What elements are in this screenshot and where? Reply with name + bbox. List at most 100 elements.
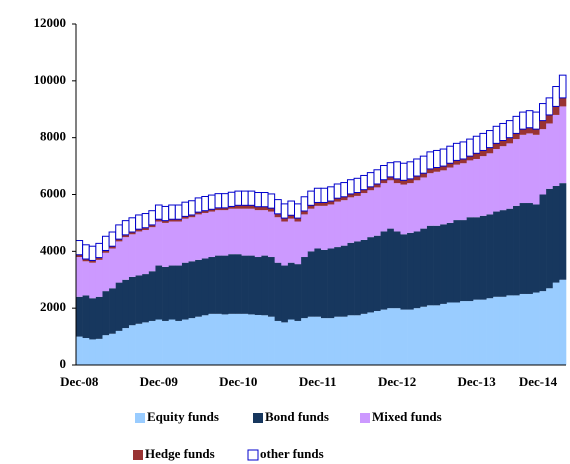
bar-segment [135,214,143,230]
bar-segment [181,201,190,217]
bar-segment [294,221,302,265]
bar-segment [526,203,534,294]
bar-segment [280,203,289,219]
legend-swatch [253,413,263,423]
bar-segment [506,143,514,209]
bar-segment [115,282,123,331]
bar-segment [102,335,110,365]
bar-segment [446,302,454,365]
x-tick-label: Dec-09 [140,374,179,389]
bar-segment [460,301,467,365]
bar-segment [419,155,428,174]
bar-segment [89,260,97,263]
bar-segment [327,248,335,319]
bar-segment [175,265,183,321]
bar-segment [499,146,507,211]
bar-segment [466,138,474,157]
bar-segment [307,316,315,365]
bar-segment [386,162,395,178]
bar-segment [387,180,395,229]
bar-segment [194,197,203,213]
bar-segment [420,306,428,365]
bar-segment [287,215,295,219]
bar-segment [248,255,256,315]
bar-segment [440,166,448,171]
bar-segment [367,237,375,313]
bar-segment [340,316,348,365]
bar-segment [486,214,494,299]
y-tick-label: 10000 [34,72,67,87]
bar-segment [334,198,342,202]
bar-segment [486,298,494,365]
legend-label: Bond funds [265,409,329,424]
bar-segment [499,296,507,365]
bar-segment [181,218,189,263]
bar-segment [155,319,163,365]
bar-segment [360,313,368,365]
bar-segment [274,213,282,218]
bar-segment [221,255,229,315]
bar-segment [546,114,554,124]
bar-segment [109,248,117,289]
bar-segment [413,308,421,365]
bar-segment [162,222,170,267]
bar-segment [122,279,130,329]
bar-segment [241,208,249,256]
bar-segment [168,319,176,365]
bar-segment [446,222,454,303]
bar-segment [307,205,315,209]
bar-segment [76,296,83,337]
bar-segment [519,134,527,204]
bar-segment [228,254,236,314]
bar-segment [479,150,487,157]
bar-segment [539,120,547,130]
bar-segment [274,320,282,365]
y-tick-label: 4000 [40,242,66,257]
bar-segment [301,257,309,319]
bar-segment [400,309,408,365]
bar-segment [493,149,501,212]
bar-segment [294,218,302,222]
bar-segment [301,210,309,215]
bar-segment [161,205,170,222]
bar-segment [142,322,150,365]
bar-segment [148,210,156,226]
bar-segment [558,74,567,99]
bar-segment [539,194,547,292]
bar-segment [400,180,408,185]
bar-segment [254,210,262,258]
bar-segment [95,296,103,339]
bar-segment [373,183,381,188]
bar-segment [479,132,488,151]
bar-segment [387,176,395,181]
bar-segment [380,309,388,365]
bar-segment [367,190,375,238]
bar-segment [473,217,481,300]
bar-segment [281,265,289,323]
bar-segment [373,311,381,365]
bar-segment [102,252,110,292]
bar-segment [327,186,335,202]
bar-segment [479,156,487,216]
bar-segment [452,142,461,161]
bar-segment [552,282,560,365]
bar-segment [513,205,520,296]
bar-segment [268,257,275,317]
bar-segment [128,232,136,235]
bar-segment [95,242,103,259]
bar-segment [168,204,176,220]
bar-segment [261,315,269,365]
x-tick-label: Dec-08 [60,374,99,389]
bar-segment [175,320,183,365]
bar-segment [407,178,415,184]
bar-segment [102,250,110,253]
bar-segment [274,199,282,215]
bar-segment [486,147,494,154]
bar-segment [486,130,494,149]
bar-segment [420,228,428,307]
bar-segment [115,241,123,283]
bar-segment [407,232,415,310]
bar-segment [367,186,375,191]
bar-segment [519,129,527,135]
bar-segment [506,295,514,365]
